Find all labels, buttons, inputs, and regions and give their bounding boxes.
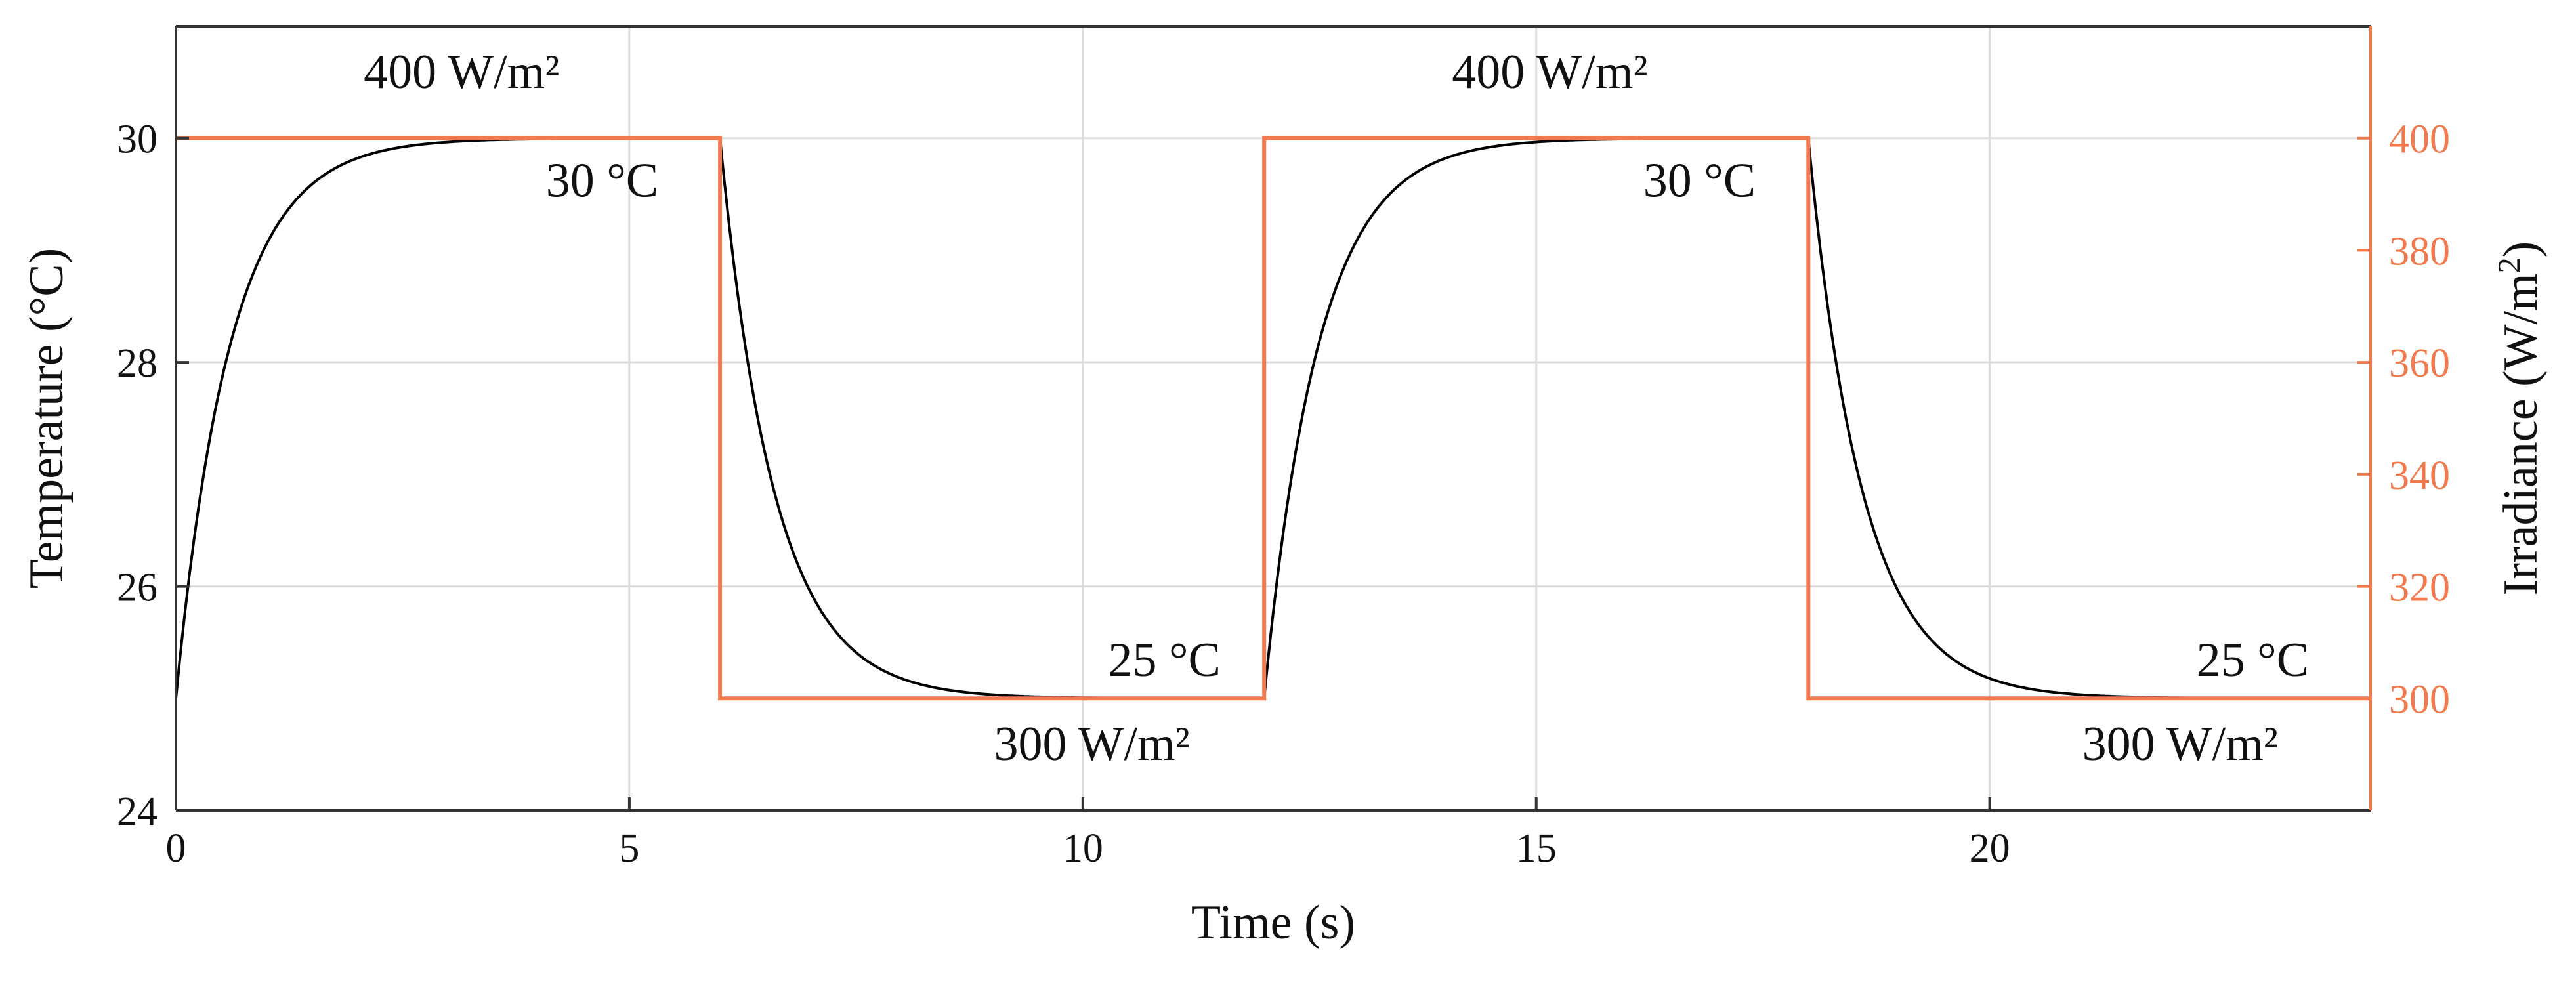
annotation-layer: 400 W/m² 30 °C 25 °C 300 W/m² 400 W/m² 30 °C 2… [364, 45, 2309, 771]
frame-layer [175, 25, 2372, 812]
y-left-tick-label: 28 [117, 341, 158, 386]
x-tick-label: 10 [1063, 826, 1103, 871]
y-right-tick-label: 300 [2389, 677, 2450, 722]
annotation-label: 25 °C [2197, 633, 2309, 687]
y-right-axis-title: Irradiance (W/m2) [2492, 241, 2548, 596]
irradiance-series-line [176, 136, 2371, 701]
annotation-label: 400 W/m² [1452, 45, 1647, 99]
y-left-tick-label: 26 [117, 566, 158, 610]
y-right-tick-label: 360 [2389, 341, 2450, 386]
annotation-label: 300 W/m² [994, 717, 1189, 771]
y-right-tick-label: 340 [2389, 453, 2450, 498]
y-right-tick-label: 380 [2389, 229, 2450, 274]
annotation-label: 400 W/m² [364, 45, 559, 99]
y-left-tick-label: 24 [117, 789, 158, 834]
annotation-label: 30 °C [546, 154, 658, 207]
annotation-label: 25 °C [1108, 633, 1220, 687]
temperature-series-line [175, 136, 2371, 700]
x-tick-label: 20 [1970, 826, 2010, 871]
y-right-axis-title-superscript: 2 [2492, 257, 2527, 273]
y-left-tick-label: 30 [117, 117, 158, 162]
x-tick-label: 15 [1516, 826, 1557, 871]
annotation-label: 30 °C [1643, 154, 1756, 207]
y-left-axis-title: Temperature (°C) [20, 248, 74, 589]
y-right-tick-label: 400 [2389, 117, 2450, 162]
annotation-label: 300 W/m² [2082, 717, 2278, 771]
series-layer [175, 136, 2371, 701]
x-axis-title: Time (s) [1191, 896, 1355, 950]
x-tick-label: 0 [166, 826, 186, 871]
x-tick-label: 5 [619, 826, 639, 871]
y-right-axis-title-main: Irradiance (W/m [2494, 273, 2548, 595]
grid-layer [176, 26, 2371, 810]
y-right-axis-title-suffix: ) [2494, 241, 2548, 258]
tick-layer: 0 5 10 15 20 24 26 28 30 300 320 340 360 380 400 [117, 117, 2450, 871]
y-right-tick-label: 320 [2389, 566, 2450, 610]
